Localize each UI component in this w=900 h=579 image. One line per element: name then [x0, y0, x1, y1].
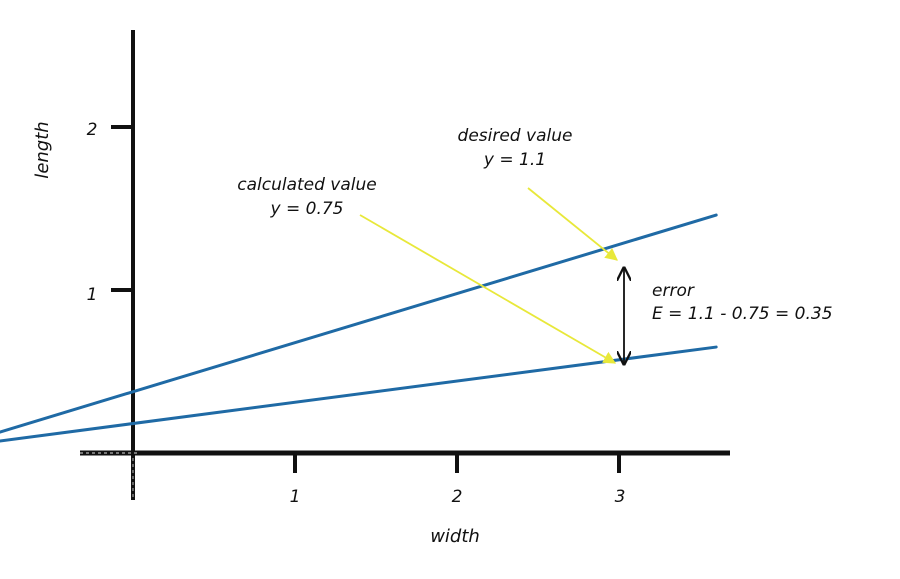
y-tick-label-1: 1	[87, 285, 98, 305]
desired-value-arrow	[527, 187, 618, 261]
x-tick-label-1: 1	[290, 487, 301, 507]
desired-line	[0, 213, 718, 434]
desired-value-label: desired value	[458, 126, 573, 146]
calculated-value-equation: y = 0.75	[270, 199, 344, 219]
y-axis-label: length	[32, 121, 53, 178]
x-axis-label: width	[430, 526, 480, 547]
x-tick-label-3: 3	[615, 487, 626, 507]
x-tick-label-2: 2	[452, 487, 463, 507]
y-tick-label-2: 2	[87, 120, 98, 140]
error-label: error	[652, 281, 695, 301]
calculated-value-arrow	[359, 214, 617, 364]
calculated-value-label: calculated value	[237, 175, 377, 195]
calculated-line	[0, 345, 718, 443]
desired-value-equation: y = 1.1	[483, 150, 546, 170]
error-equation: E = 1.1 - 0.75 = 0.35	[652, 304, 833, 324]
